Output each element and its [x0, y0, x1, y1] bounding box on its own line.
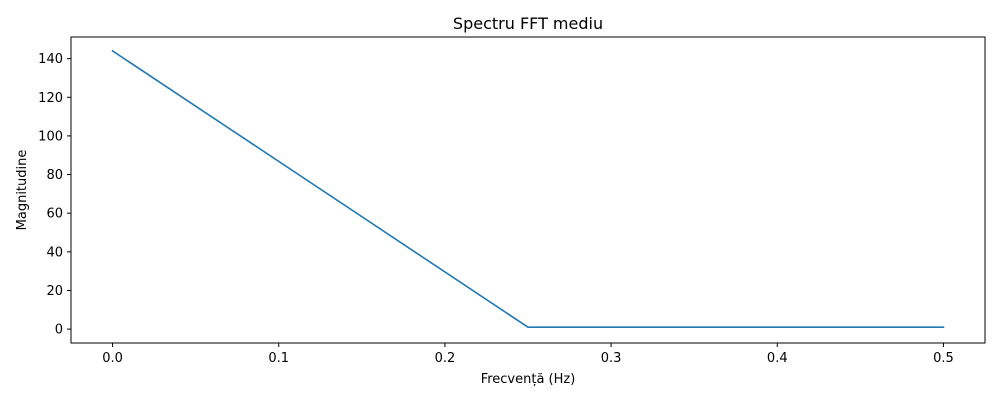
- y-axis-title: Magnitudine: [15, 150, 30, 231]
- y-tick-label: 80: [46, 168, 63, 183]
- x-axis-title: Frecvență (Hz): [481, 372, 576, 387]
- x-tick-label: 0.1: [268, 351, 289, 366]
- y-tick-label: 60: [46, 207, 63, 222]
- x-tick-label: 0.5: [933, 351, 954, 366]
- y-tick-label: 140: [38, 52, 63, 67]
- axes-frame: [70, 36, 986, 344]
- y-tick-label: 40: [46, 245, 63, 260]
- y-axis-ticks: 0 20 40 60 80 100 120 140: [38, 52, 71, 338]
- x-axis-ticks: 0.0 0.1 0.2 0.3 0.4 0.5: [102, 343, 954, 366]
- y-tick-label: 0: [55, 323, 63, 338]
- y-tick-label: 120: [38, 91, 63, 106]
- x-tick-label: 0.4: [767, 351, 788, 366]
- x-tick-label: 0.2: [435, 351, 456, 366]
- x-tick-label: 0.3: [601, 351, 622, 366]
- y-tick-label: 20: [46, 284, 63, 299]
- chart-title: Spectru FFT mediu: [453, 14, 603, 33]
- plot-area: [111, 49, 945, 328]
- series-line: [111, 49, 945, 328]
- y-tick-label: 100: [38, 129, 63, 144]
- x-tick-label: 0.0: [102, 351, 123, 366]
